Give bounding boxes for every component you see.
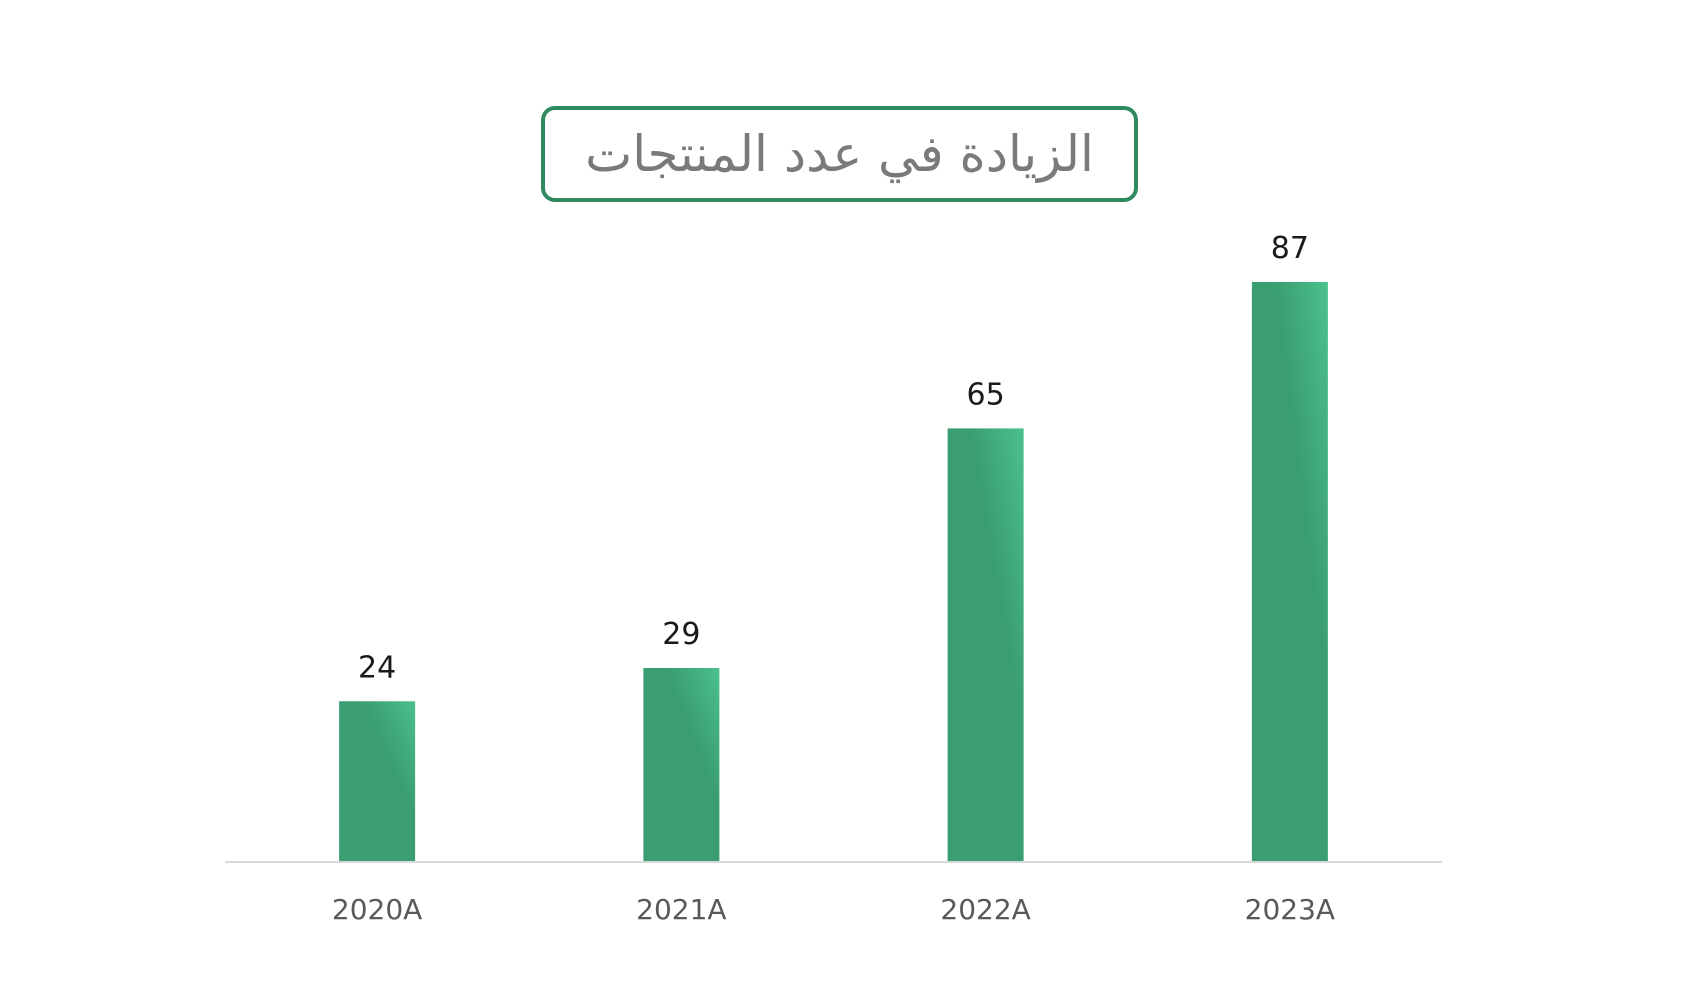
x-tick-label-2020A: 2020A: [332, 893, 422, 926]
x-tick-labels: 2020A 2021A 2022A 2023A: [332, 893, 1335, 926]
chart-title: الزيادة في عدد المنتجات: [585, 125, 1094, 183]
x-tick-label-2023A: 2023A: [1245, 893, 1335, 926]
data-label-2022A: 65: [967, 377, 1005, 412]
x-tick-label-2021A: 2021A: [636, 893, 726, 926]
bar-2023A: [1251, 282, 1328, 861]
bar-2022A: [947, 428, 1024, 861]
bar-2021A: [643, 668, 720, 861]
data-label-2021A: 29: [662, 617, 700, 652]
chart-title-box: الزيادة في عدد المنتجات: [541, 106, 1138, 202]
x-tick-label-2022A: 2022A: [940, 893, 1030, 926]
data-label-2023A: 87: [1271, 231, 1309, 266]
data-labels-group: 24 29 65 87: [358, 231, 1309, 685]
bar-2020A: [339, 701, 416, 861]
bars-group: [339, 282, 1328, 861]
data-label-2020A: 24: [358, 650, 396, 685]
